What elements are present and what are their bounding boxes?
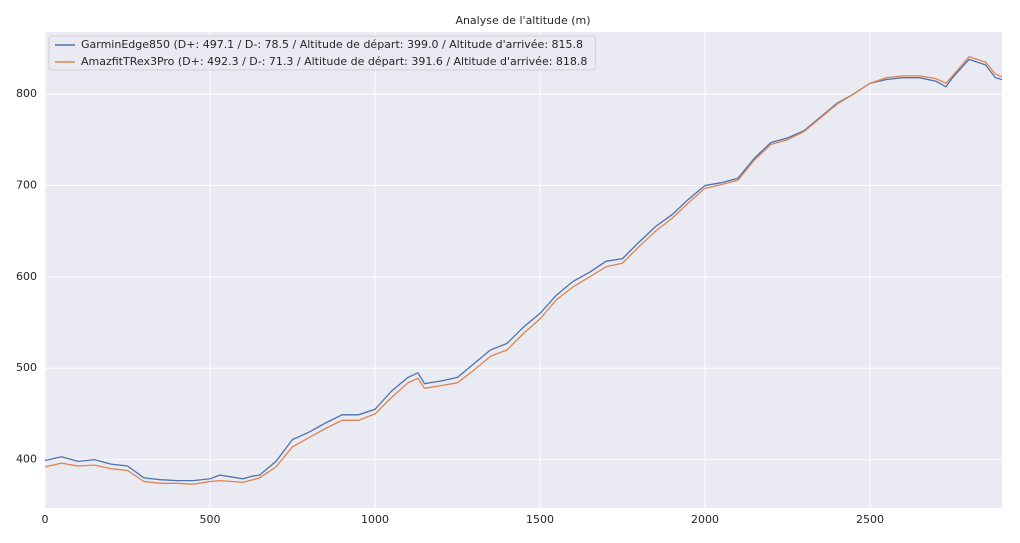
x-tick-label: 1500 [526,513,554,526]
x-tick-label: 2500 [856,513,884,526]
y-tick-label: 800 [16,87,37,100]
legend-label: AmazfitTRex3Pro (D+: 492.3 / D-: 71.3 / … [81,55,587,68]
x-tick-label: 500 [200,513,221,526]
legend-box [48,35,596,71]
series-line [44,55,1003,485]
legend-label: GarminEdge850 (D+: 497.1 / D-: 78.5 / Al… [81,38,583,51]
x-tick-label: 1000 [361,513,389,526]
y-tick-label: 400 [16,453,37,466]
y-tick-label: 600 [16,270,37,283]
y-tick-label: 500 [16,361,37,374]
legend: GarminEdge850 (D+: 497.1 / D-: 78.5 / Al… [48,35,596,71]
chart-title: Analyse de l'altitude (m) [455,14,590,27]
plot-area [45,32,1002,508]
y-tick-label: 700 [16,178,37,191]
x-tick-label: 0 [42,513,49,526]
x-tick-label: 2000 [691,513,719,526]
